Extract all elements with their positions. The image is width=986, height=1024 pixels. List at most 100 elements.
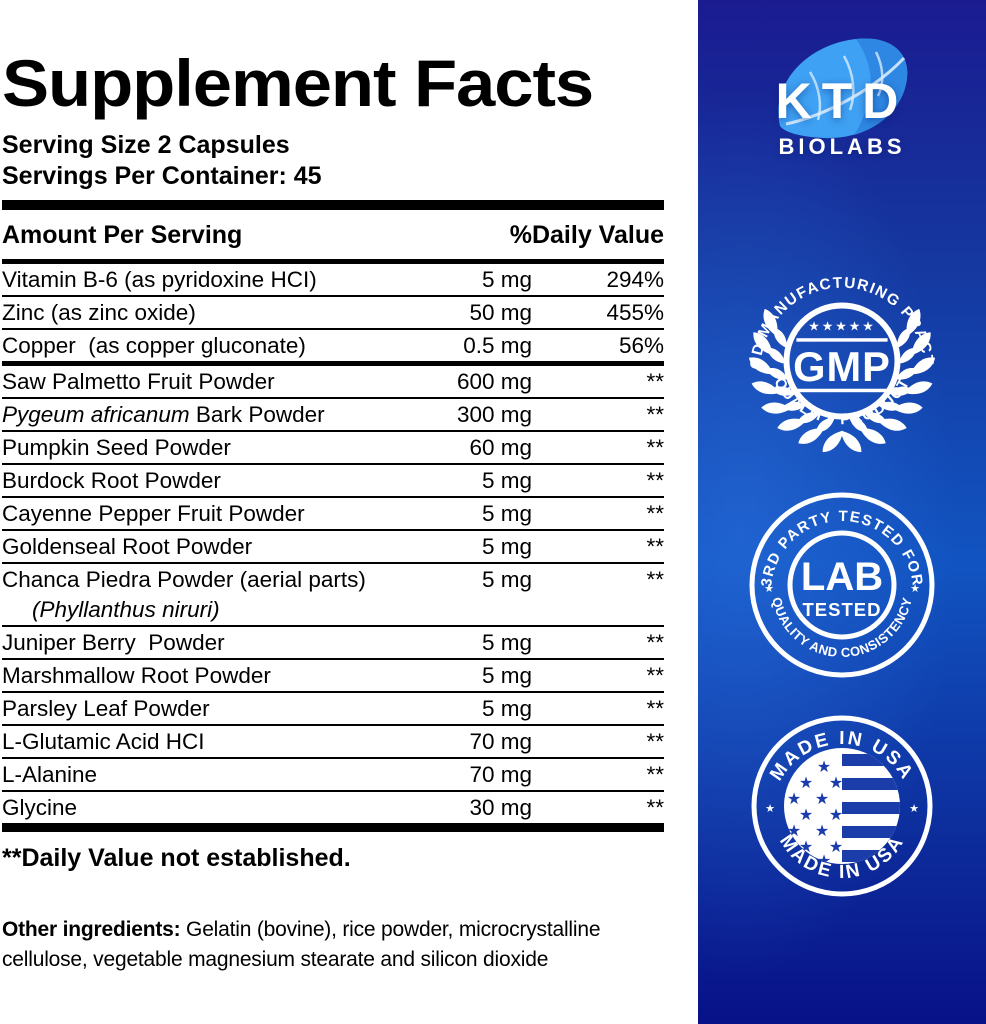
ingredient-name: L-Alanine — [2, 760, 414, 790]
ingredient-name: Chanca Piedra Powder (aerial parts) (Phyl… — [2, 565, 414, 625]
ingredient-name-text: Bark Powder — [189, 402, 325, 427]
made-in-usa-badge: ★ ★ ★ ★ ★ ★ ★ ★ ★ ★ ★ ★ MADE IN USA MADE IN U… — [751, 715, 933, 897]
amount-value: 30 mg — [469, 795, 532, 820]
ingredient-name-text: Pumpkin Seed Powder — [2, 435, 231, 460]
amount-value: 0.5 mg — [463, 333, 532, 358]
amount-value: 60 mg — [469, 435, 532, 460]
row-divider — [2, 625, 664, 627]
ingredient-name: Glycine — [2, 793, 414, 823]
svg-text:★: ★ — [815, 823, 829, 840]
row-divider — [2, 295, 664, 297]
ingredient-name-text: Pygeum africanum — [2, 402, 190, 427]
amount-value: 5 mg — [481, 267, 532, 292]
daily-value: ** — [646, 663, 664, 688]
brand-sidebar: KTD BIOLABS — [698, 0, 986, 1024]
svg-text:★: ★ — [815, 791, 829, 808]
supplement-facts-panel: Supplement Facts Serving Size 2 Capsules… — [2, 0, 664, 975]
amount-value: 5 mg — [481, 468, 532, 493]
ingredient-name-text: (Phyllanthus niruri) — [32, 597, 220, 622]
row-divider — [2, 658, 664, 660]
daily-value: ** — [646, 369, 664, 394]
ingredient-name: L-Glutamic Acid HCI — [2, 727, 414, 757]
table-row: Cayenne Pepper Fruit Powder 5 mg ** — [2, 498, 664, 529]
svg-text:★: ★ — [817, 759, 831, 776]
row-divider — [2, 328, 664, 330]
ingredient-name-text: Zinc (as zinc oxide) — [2, 300, 196, 325]
lab-inner-circle — [787, 530, 897, 640]
table-row: Pygeum africanum Bark Powder 300 mg ** — [2, 399, 664, 430]
usa-outer-circle — [751, 715, 933, 897]
gmp-center-text: GMP — [793, 343, 891, 390]
row-divider — [2, 397, 664, 399]
page-title: Supplement Facts — [2, 46, 594, 120]
row-divider — [2, 691, 664, 693]
svg-text:★: ★ — [799, 807, 813, 824]
ingredient-name: Saw Palmetto Fruit Powder — [2, 367, 414, 397]
row-divider — [2, 790, 664, 792]
ingredient-name: Pumpkin Seed Powder — [2, 433, 414, 463]
daily-value: ** — [646, 696, 664, 721]
ingredient-name: Marshmallow Root Powder — [2, 661, 414, 691]
row-divider — [2, 430, 664, 432]
table-row: Saw Palmetto Fruit Powder 600 mg ** — [2, 366, 664, 397]
table-row: Pumpkin Seed Powder 60 mg ** — [2, 432, 664, 463]
ingredient-name: Zinc (as zinc oxide) — [2, 298, 414, 328]
row-divider — [2, 529, 664, 531]
table-row: Glycine 30 mg ** — [2, 792, 664, 823]
other-ingredients: Other ingredients: Gelatin (bovine), ric… — [2, 915, 664, 975]
table-row: L-Glutamic Acid HCI 70 mg ** — [2, 726, 664, 757]
brand-logo: KTD BIOLABS — [722, 28, 962, 178]
lab-outer-circle — [749, 492, 935, 678]
ingredient-name: Parsley Leaf Powder — [2, 694, 414, 724]
other-ingredients-label: Other ingredients: — [2, 918, 181, 941]
table-row: Parsley Leaf Powder 5 mg ** — [2, 693, 664, 724]
svg-text:★: ★ — [799, 775, 813, 792]
table-row: Goldenseal Root Powder 5 mg ** — [2, 531, 664, 562]
gmp-rule-top — [796, 338, 888, 342]
daily-value: ** — [646, 501, 664, 526]
gmp-badge: GOOD MANUFACTURING PRACTICE ★★★★★ GMP QU… — [733, 252, 939, 456]
amount-value: 5 mg — [481, 696, 532, 721]
amount-value: 5 mg — [481, 630, 532, 655]
ingredient-name: Goldenseal Root Powder — [2, 532, 414, 562]
ingredient-name-text: L-Glutamic Acid HCI — [2, 729, 205, 754]
daily-value: ** — [646, 795, 664, 820]
ingredient-name-text: Chanca Piedra Powder (aerial parts) — [2, 567, 366, 592]
svg-text:★: ★ — [829, 839, 843, 856]
amount-value: 5 mg — [481, 501, 532, 526]
ingredient-name: Pygeum africanum Bark Powder — [2, 400, 414, 430]
ingredient-name-text: Cayenne Pepper Fruit Powder — [2, 501, 305, 526]
serving-info: Serving Size 2 Capsules Servings Per Con… — [2, 130, 664, 191]
daily-value: 294% — [606, 267, 664, 292]
ingredient-name-text: Saw Palmetto Fruit Powder — [2, 369, 275, 394]
ingredient-name-line2: (Phyllanthus niruri) — [2, 595, 414, 625]
row-divider — [2, 496, 664, 498]
amount-value: 5 mg — [481, 663, 532, 688]
daily-value: ** — [646, 468, 664, 493]
table-header: Amount Per Serving %Daily Value — [2, 210, 664, 259]
daily-value: ** — [646, 567, 664, 592]
divider-header — [2, 259, 664, 264]
serving-size: Serving Size 2 Capsules — [2, 131, 290, 159]
svg-text:★: ★ — [817, 853, 831, 870]
ingredient-name: Cayenne Pepper Fruit Powder — [2, 499, 414, 529]
amount-value: 70 mg — [469, 729, 532, 754]
ingredient-name-text: Parsley Leaf Powder — [2, 696, 210, 721]
row-divider — [2, 823, 664, 832]
lab-tested-badge: 3RD PARTY TESTED FOR QUALITY AND CONSIST… — [749, 492, 935, 678]
lab-center-line1: LAB — [801, 555, 883, 599]
leaf-icon — [778, 38, 908, 139]
amount-value: 600 mg — [456, 369, 532, 394]
ingredient-name-text: L-Alanine — [2, 762, 98, 787]
daily-value: 455% — [606, 300, 664, 325]
ingredient-name: Juniper Berry Powder — [2, 628, 414, 658]
usa-star-left: ★ — [765, 803, 775, 815]
gmp-rule-bottom — [796, 388, 888, 393]
table-row: Juniper Berry Powder 5 mg ** — [2, 627, 664, 658]
ingredient-name-text: Burdock Root Powder — [2, 468, 221, 493]
column-header-amount: Amount Per Serving — [2, 221, 243, 249]
gmp-stars: ★★★★★ — [808, 318, 876, 333]
lab-star-left: ★ — [764, 583, 774, 595]
usa-flag-icon: ★ ★ ★ ★ ★ ★ ★ ★ ★ ★ ★ ★ — [787, 754, 900, 870]
daily-value: ** — [646, 435, 664, 460]
